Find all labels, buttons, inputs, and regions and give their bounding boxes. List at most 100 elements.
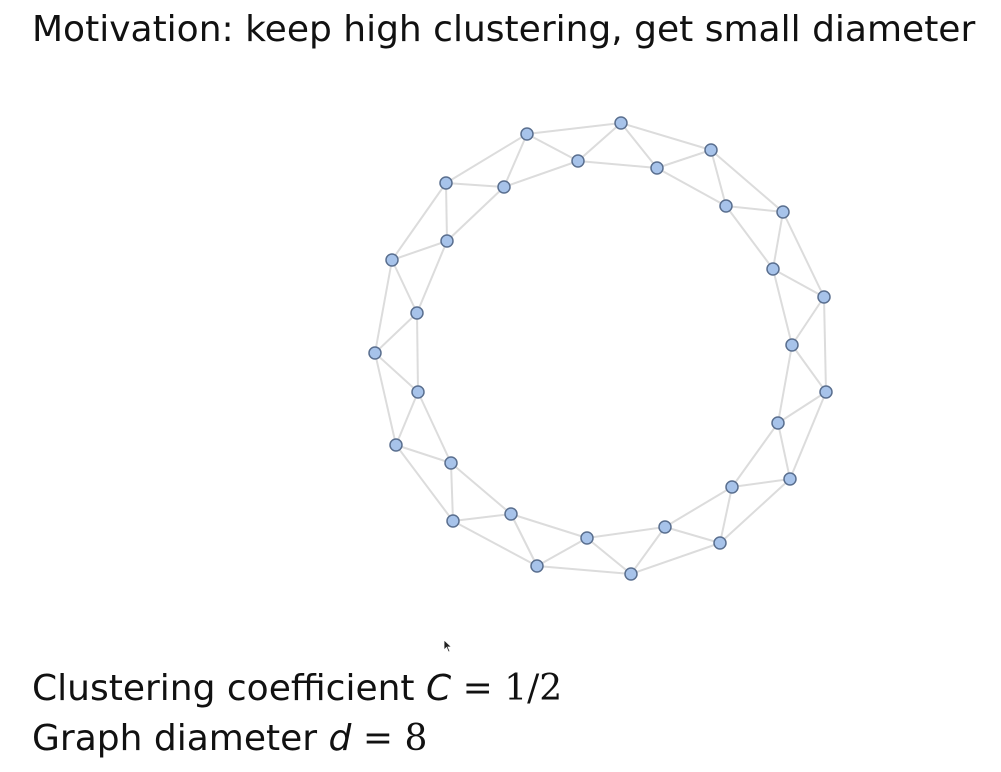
graph-node [444, 456, 458, 470]
slide-title: Motivation: keep high clustering, get sm… [32, 9, 976, 50]
graph-node [817, 290, 831, 304]
graph-edge [620, 122, 658, 169]
graph-edge [725, 205, 774, 270]
graph-node [389, 438, 403, 452]
graph-node [368, 346, 382, 360]
graph-edge [577, 122, 622, 162]
graph-edge [630, 526, 666, 575]
graph-edge [536, 537, 588, 567]
graph-node [776, 205, 790, 219]
diameter-variable: d [328, 718, 352, 759]
graph-node [725, 480, 739, 494]
graph-edge [450, 462, 512, 515]
graph-edge [823, 296, 827, 393]
graph-node [650, 161, 664, 175]
graph-edge [416, 240, 448, 314]
clustering-coefficient-line: Clustering coefficient C = 1/2 [32, 664, 562, 714]
diameter-value: 8 [404, 718, 428, 759]
graph-node [819, 385, 833, 399]
graph-edge [374, 259, 393, 354]
graph-edge [664, 526, 721, 544]
graph-node [719, 199, 733, 213]
graph-edge [510, 513, 538, 567]
graph-edge [445, 182, 448, 242]
graph-node [614, 116, 628, 130]
graph-diameter-line: Graph diameter d = 8 [32, 714, 562, 764]
graph-edge [503, 160, 579, 188]
graph-node [446, 514, 460, 528]
graph-statistics: Clustering coefficient C = 1/2 Graph dia… [32, 664, 562, 764]
graph-node [624, 567, 638, 581]
graph-edge [710, 149, 784, 213]
graph-edge [374, 352, 397, 446]
graph-edge [620, 122, 712, 151]
graph-node [785, 338, 799, 352]
graph-edge [445, 133, 528, 184]
clustering-equals: = [451, 668, 505, 709]
graph-edge [731, 422, 779, 488]
graph-node [504, 507, 518, 521]
graph-edge [719, 478, 791, 544]
graph-edge [791, 344, 827, 393]
graph-edge [586, 537, 632, 575]
graph-node [704, 143, 718, 157]
graph-edge [450, 462, 454, 522]
graph-edge [526, 122, 622, 135]
graph-edge [772, 268, 825, 298]
clustering-value: 1/2 [504, 668, 563, 709]
graph-edge [374, 352, 419, 393]
graph-node [713, 536, 727, 550]
graph-edge [577, 160, 658, 169]
diameter-equals: = [351, 718, 405, 759]
graph-node [530, 559, 544, 573]
graph-node [571, 154, 585, 168]
graph-edge [586, 526, 666, 539]
graph-edge [503, 133, 528, 188]
graph-node [440, 234, 454, 248]
graph-node [658, 520, 672, 534]
graph-edge [536, 565, 632, 575]
graph-node [771, 416, 785, 430]
graph-edge [791, 296, 825, 346]
graph-edge [391, 182, 447, 261]
graph-edge [656, 149, 712, 169]
graph-edge [395, 444, 454, 522]
graph-edge [526, 133, 579, 162]
graph-edge [710, 149, 727, 207]
graph-node [783, 472, 797, 486]
graph-node [410, 306, 424, 320]
graph-edge [725, 205, 784, 213]
graph-node [580, 531, 594, 545]
graph-edge [395, 444, 452, 464]
graph-edge [416, 312, 419, 393]
graph-edge [731, 478, 791, 488]
graph-edge [417, 391, 452, 464]
graph-edge [452, 520, 538, 567]
graph-edge [374, 312, 418, 354]
graph-edge [510, 513, 588, 539]
graph-edge [391, 259, 418, 314]
graph-node [385, 253, 399, 267]
graph-edge [452, 513, 512, 522]
graph-edge [391, 240, 448, 261]
graph-edge [446, 186, 505, 242]
clustering-variable: C [425, 668, 452, 709]
graph-edge [772, 211, 784, 270]
clustering-label: Clustering coefficient [32, 668, 426, 709]
graph-edge [782, 211, 825, 298]
graph-edge [777, 344, 793, 424]
graph-edge [772, 268, 793, 346]
graph-node [439, 176, 453, 190]
mouse-cursor-icon [443, 638, 453, 657]
graph-node [766, 262, 780, 276]
graph-nodes [368, 116, 833, 581]
graph-edge [445, 182, 505, 188]
graph-node [520, 127, 534, 141]
diameter-label: Graph diameter [32, 718, 329, 759]
graph-edge [630, 542, 721, 575]
graph-edge [777, 391, 827, 424]
graph-edge [395, 391, 419, 446]
graph-node [497, 180, 511, 194]
graph-edge [664, 486, 733, 528]
